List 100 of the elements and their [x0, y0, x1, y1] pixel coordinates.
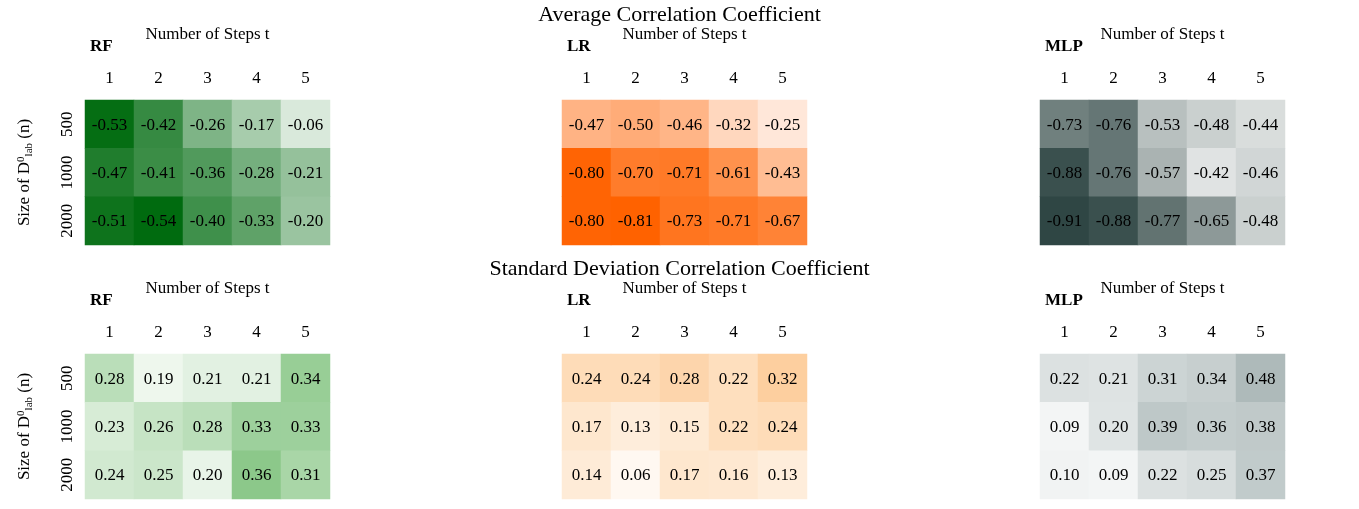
- data-label: -0.80: [568, 211, 605, 231]
- data-label: 0.37: [1245, 465, 1276, 485]
- data-label: -0.71: [666, 163, 703, 182]
- x-tick-label: 1: [582, 68, 591, 87]
- data-label: 0.20: [192, 465, 223, 485]
- data-label: -0.50: [617, 114, 654, 134]
- data-label: -0.17: [238, 114, 275, 134]
- x-tick-label: 4: [729, 68, 739, 87]
- data-label: -0.48: [1193, 114, 1230, 134]
- data-label: 0.28: [192, 417, 223, 436]
- data-label: -0.32: [715, 114, 752, 134]
- data-label: -0.40: [189, 211, 226, 231]
- data-label: 0.34: [290, 368, 321, 388]
- data-label: -0.47: [568, 114, 605, 134]
- x-tick-label: 4: [729, 322, 739, 341]
- data-label: -0.53: [1144, 114, 1181, 134]
- x-tick-label: 1: [1060, 68, 1069, 87]
- text: Average Correlation Coefficient: [538, 0, 821, 26]
- data-label: 0.24: [620, 368, 651, 388]
- x-tick-label: 5: [301, 68, 310, 87]
- data-label: 0.36: [1196, 417, 1227, 436]
- data-label: -0.70: [617, 163, 654, 182]
- chart-title: RF: [90, 290, 113, 309]
- x-tick-label: 5: [1256, 68, 1265, 87]
- x-axis-title: Number of Steps t: [1100, 24, 1225, 43]
- y-tick-label: 500: [57, 111, 76, 137]
- x-tick-label: 5: [778, 322, 787, 341]
- chart-title: MLP: [1045, 36, 1083, 55]
- data-label: 0.15: [669, 417, 700, 436]
- y-tick-label: 2000: [57, 203, 76, 238]
- chart-title: LR: [567, 36, 592, 55]
- data-label: -0.76: [1095, 163, 1132, 182]
- x-tick-label: 2: [631, 322, 640, 341]
- data-label: 0.31: [290, 465, 321, 485]
- data-label: -0.21: [287, 163, 324, 182]
- data-label: 0.31: [1147, 368, 1178, 388]
- x-tick-label: 1: [105, 322, 114, 341]
- data-label: -0.36: [189, 163, 226, 182]
- x-tick-label: 3: [203, 68, 212, 87]
- x-tick-label: 3: [1158, 322, 1167, 341]
- x-tick-label: 3: [680, 68, 689, 87]
- data-label: 0.24: [571, 368, 602, 388]
- x-axis-title: Number of Steps t: [145, 278, 270, 297]
- x-tick-label: 3: [203, 322, 212, 341]
- data-label: -0.73: [666, 211, 703, 231]
- x-axis-title: Number of Steps t: [1100, 278, 1225, 297]
- data-label: -0.25: [764, 114, 801, 134]
- data-label: -0.80: [568, 163, 605, 182]
- x-tick-label: 3: [680, 322, 689, 341]
- data-label: 0.13: [767, 465, 798, 485]
- x-tick-label: 2: [154, 68, 163, 87]
- data-label: -0.57: [1144, 163, 1181, 182]
- x-tick-label: 5: [301, 322, 310, 341]
- data-label: -0.48: [1242, 211, 1279, 231]
- data-label: -0.67: [764, 211, 801, 231]
- y-tick-label: 1000: [57, 155, 76, 190]
- data-label: 0.32: [767, 368, 798, 388]
- chart-title: RF: [90, 36, 113, 55]
- data-label: 0.23: [94, 417, 125, 436]
- data-label: 0.22: [718, 368, 749, 388]
- x-tick-label: 4: [1207, 68, 1217, 87]
- data-label: -0.43: [764, 163, 801, 182]
- data-label: -0.54: [140, 211, 177, 231]
- data-label: 0.22: [1147, 465, 1178, 485]
- data-label: -0.28: [238, 163, 275, 182]
- data-label: -0.47: [91, 163, 128, 182]
- x-tick-label: 3: [1158, 68, 1167, 87]
- data-label: 0.09: [1098, 465, 1129, 485]
- data-label: -0.20: [287, 211, 324, 231]
- x-tick-label: 5: [1256, 322, 1265, 341]
- data-label: 0.28: [94, 368, 125, 388]
- data-label: 0.26: [143, 417, 174, 436]
- data-label: -0.73: [1046, 114, 1083, 134]
- data-label: 0.33: [290, 417, 321, 436]
- x-tick-label: 4: [252, 322, 262, 341]
- chart-title: MLP: [1045, 290, 1083, 309]
- x-tick-label: 4: [1207, 322, 1217, 341]
- data-label: -0.33: [238, 211, 275, 231]
- data-label: 0.21: [192, 368, 223, 388]
- data-label: 0.33: [241, 417, 272, 436]
- data-label: -0.81: [617, 211, 654, 231]
- data-label: 0.25: [143, 465, 174, 485]
- data-label: 0.17: [571, 417, 602, 436]
- data-label: -0.61: [715, 163, 752, 182]
- data-label: -0.42: [1193, 163, 1230, 182]
- data-label: -0.44: [1242, 114, 1279, 134]
- data-label: -0.76: [1095, 114, 1132, 134]
- data-label: 0.21: [241, 368, 272, 388]
- data-label: -0.88: [1095, 211, 1132, 231]
- data-label: 0.24: [94, 465, 125, 485]
- data-label: 0.13: [620, 417, 651, 436]
- data-label: 0.25: [1196, 465, 1227, 485]
- data-label: 0.28: [669, 368, 700, 388]
- data-label: -0.42: [140, 114, 177, 134]
- x-tick-label: 1: [1060, 322, 1069, 341]
- data-label: -0.71: [715, 211, 752, 231]
- data-label: -0.06: [287, 114, 324, 134]
- x-tick-label: 1: [105, 68, 114, 87]
- data-label: 0.48: [1245, 368, 1276, 388]
- data-label: 0.17: [669, 465, 700, 485]
